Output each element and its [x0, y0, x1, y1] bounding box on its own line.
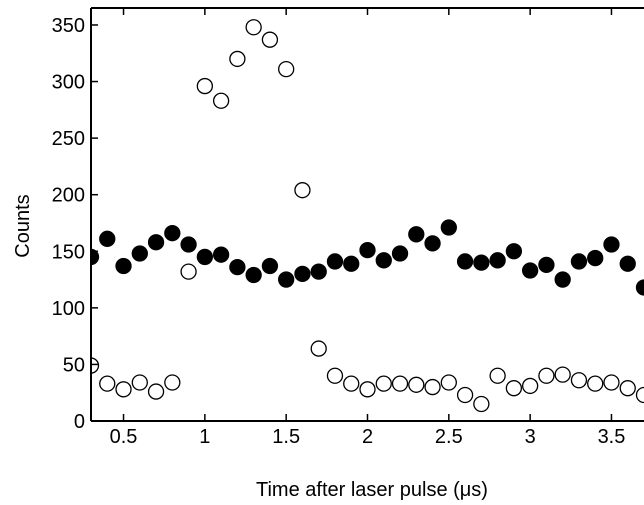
filled-data-point: [91, 248, 100, 266]
open-data-point: [310, 340, 327, 357]
y-axis-label: Counts: [12, 194, 34, 257]
x-axis-label: Time after laser pulse (μs): [256, 479, 488, 501]
filled-data-point: [587, 249, 604, 267]
open-data-point: [440, 374, 457, 391]
filled-data-point: [359, 241, 376, 259]
filled-data-point: [619, 255, 636, 272]
filled-data-point: [212, 246, 230, 263]
open-data-point: [489, 367, 506, 384]
filled-data-point: [343, 255, 360, 272]
x-tick-label: 3.5: [598, 426, 626, 448]
filled-data-point: [505, 243, 523, 260]
open-data-point: [375, 375, 392, 392]
open-data-point: [619, 380, 636, 397]
filled-data-point: [164, 225, 181, 242]
filled-data-point: [245, 266, 262, 284]
filled-data-point: [440, 219, 457, 236]
open-data-point: [261, 31, 279, 48]
open-data-point: [521, 377, 539, 395]
y-tick-label: 0: [74, 411, 85, 433]
filled-data-point: [570, 253, 588, 270]
open-data-point: [294, 182, 311, 199]
filled-data-point: [521, 262, 539, 279]
open-data-point: [635, 386, 644, 404]
open-data-point: [131, 374, 148, 391]
open-data-point: [180, 263, 197, 280]
open-data-point: [326, 367, 344, 384]
open-data-point: [99, 375, 116, 392]
filled-data-point: [294, 265, 311, 283]
open-data-point: [505, 380, 523, 397]
open-data-point: [278, 60, 295, 78]
open-data-point: [245, 19, 262, 36]
filled-data-point: [261, 257, 279, 275]
open-data-point: [424, 378, 441, 396]
y-tick-label: 250: [52, 128, 85, 150]
open-data-point: [115, 381, 132, 398]
filled-data-point: [229, 258, 246, 276]
open-data-point: [554, 366, 571, 383]
open-data-point: [570, 372, 588, 389]
y-tick-label: 100: [52, 298, 85, 320]
filled-data-point: [131, 245, 148, 262]
open-data-point: [359, 381, 376, 398]
data-points: [91, 19, 644, 413]
y-tick-label: 350: [52, 15, 85, 37]
y-tick-label: 150: [52, 241, 85, 263]
open-data-point: [343, 375, 360, 392]
open-data-point: [196, 77, 214, 95]
x-tick-label: 2.5: [435, 426, 463, 448]
open-series: [91, 19, 644, 413]
open-data-point: [408, 376, 425, 393]
filled-data-point: [196, 248, 214, 266]
open-data-point: [603, 374, 620, 391]
x-tick-label: 1.5: [272, 426, 300, 448]
x-tick-label: 2: [362, 426, 373, 448]
filled-data-point: [603, 236, 620, 253]
filled-data-point: [147, 234, 165, 251]
y-tick-label: 200: [52, 185, 85, 207]
filled-data-point: [489, 252, 506, 269]
filled-data-point: [278, 271, 295, 288]
open-data-point: [456, 386, 474, 404]
axis-ticks: 0.5 1 1.5 2 2.5 3 3.5 0 50 100 150 200 250 300 350: [52, 8, 626, 448]
filled-data-point: [473, 254, 490, 271]
filled-series: [91, 219, 644, 296]
x-tick-label: 3: [525, 426, 536, 448]
filled-data-point: [424, 235, 441, 252]
filled-data-point: [375, 252, 392, 269]
open-data-point: [147, 383, 165, 400]
x-tick-label: 1: [199, 426, 210, 448]
filled-data-point: [635, 279, 644, 296]
open-data-point: [391, 375, 409, 392]
filled-data-point: [554, 271, 571, 288]
filled-data-point: [408, 226, 425, 243]
open-data-point: [538, 367, 555, 384]
filled-data-point: [115, 257, 132, 275]
open-data-point: [212, 92, 230, 109]
filled-data-point: [180, 236, 197, 253]
filled-data-point: [456, 253, 474, 270]
y-tick-label: 50: [63, 354, 85, 376]
open-data-point: [473, 395, 490, 413]
axes-frame: [90, 7, 644, 422]
filled-data-point: [538, 256, 555, 274]
filled-data-point: [326, 253, 344, 270]
open-data-point: [164, 374, 181, 391]
open-data-point: [229, 50, 246, 68]
y-tick-label: 300: [52, 72, 85, 94]
filled-data-point: [99, 230, 116, 247]
open-data-point: [587, 375, 604, 392]
filled-data-point: [310, 263, 327, 280]
filled-data-point: [391, 245, 409, 262]
open-data-point: [91, 357, 100, 374]
x-tick-label: 0.5: [110, 426, 138, 448]
